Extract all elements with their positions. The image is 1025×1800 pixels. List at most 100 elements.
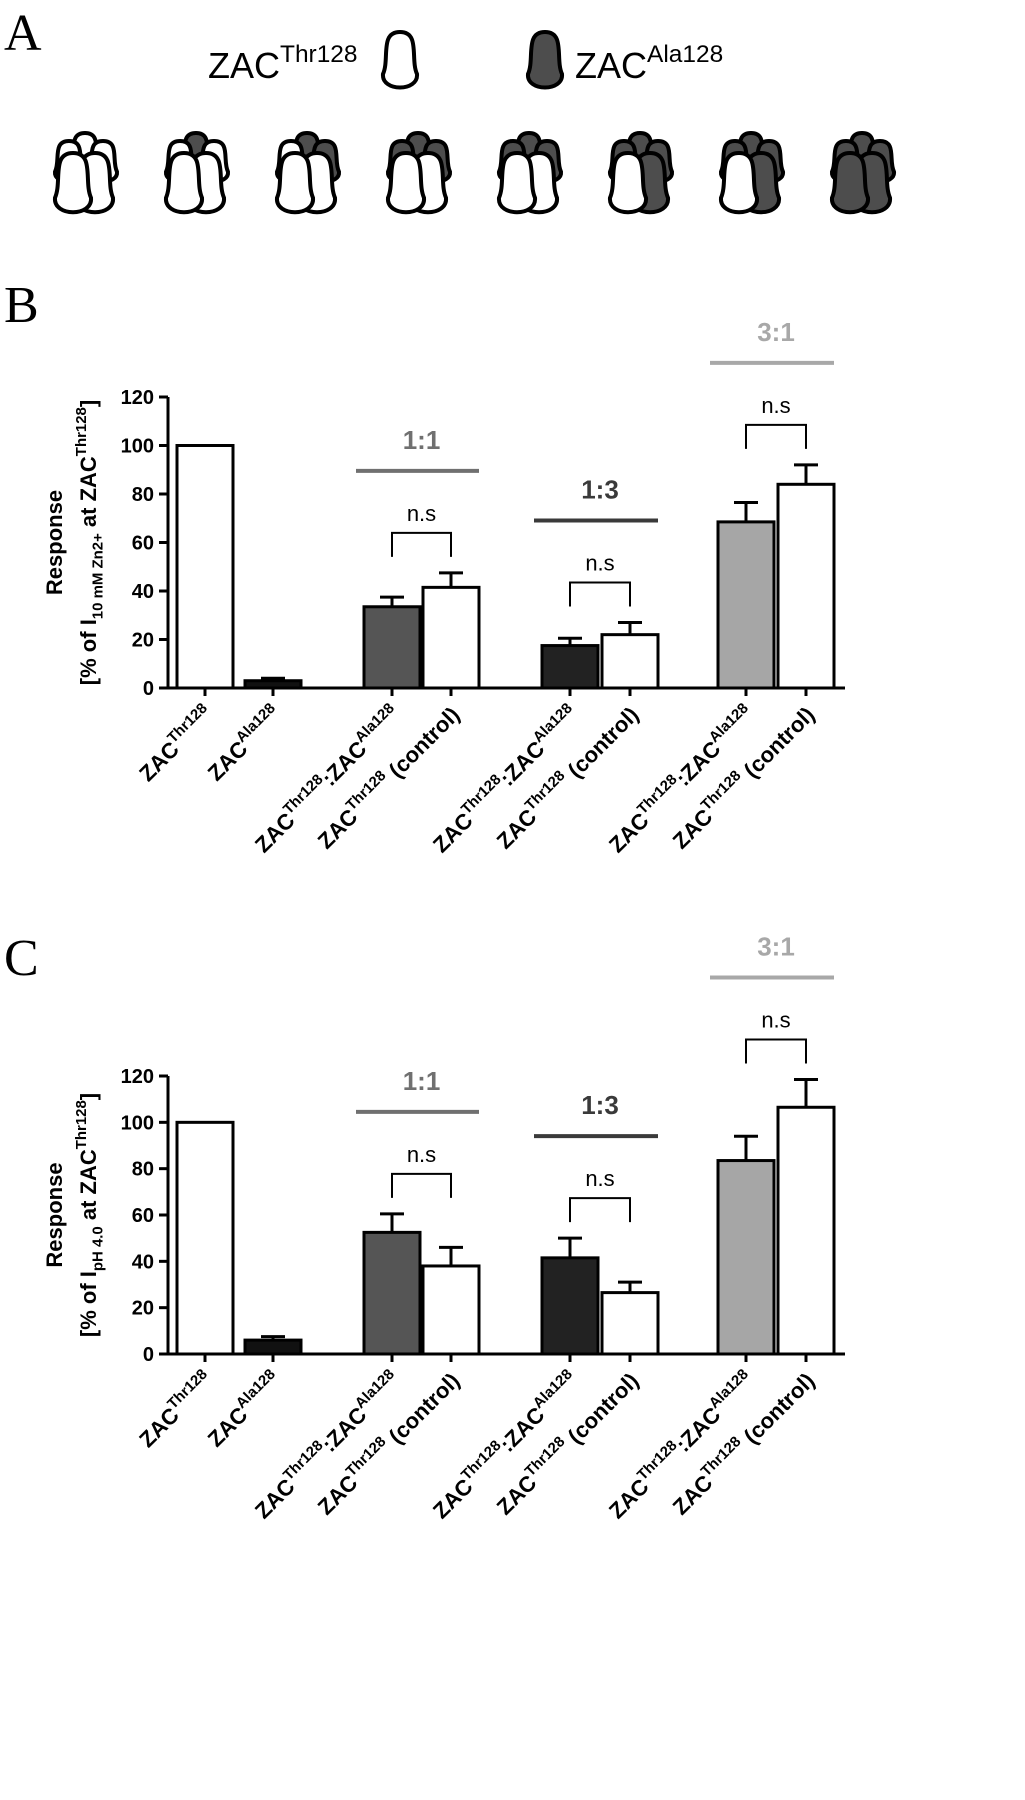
y-tick-label: 120 <box>121 387 154 409</box>
significance-bracket <box>569 1197 631 1223</box>
text-sup: Ala128 <box>352 700 398 746</box>
significance-note: n.s <box>761 1007 790 1032</box>
text-part: [% of I <box>76 1271 101 1337</box>
group-label: 1:3 <box>581 475 619 505</box>
panel-label: A <box>4 5 42 62</box>
subunit <box>164 150 204 215</box>
text-part: [% of I <box>76 619 101 685</box>
error-bar <box>618 1280 642 1293</box>
significance-note: n.s <box>585 1166 614 1191</box>
text-sup: Ala128 <box>233 700 279 746</box>
y-tick-label: 20 <box>132 1298 154 1320</box>
bar <box>175 444 235 690</box>
text-sub: pH 4.0 <box>90 1226 107 1271</box>
bar <box>600 633 660 690</box>
y-tick-label: 0 <box>143 1344 154 1366</box>
group-label: 3:1 <box>757 317 795 347</box>
text-sup: Thr128 <box>634 1437 681 1484</box>
y-tick-label: 120 <box>121 1066 154 1088</box>
pentamer <box>386 130 452 215</box>
y-axis-label: Response <box>42 1162 67 1267</box>
error-bar <box>794 1077 818 1108</box>
bar <box>540 1256 600 1356</box>
text-part: ZAC <box>208 45 280 86</box>
text-part: ] <box>76 1093 101 1100</box>
significance-bracket <box>745 423 807 449</box>
text-sup: Thr128 <box>164 1366 211 1413</box>
pentamer <box>608 130 674 215</box>
x-tick-label: ZACAla128 <box>201 1366 287 1452</box>
text-sup: Thr128 <box>280 1437 327 1484</box>
bar <box>716 520 776 690</box>
error-bar <box>261 1335 285 1341</box>
bar <box>421 585 481 690</box>
significance-note: n.s <box>761 393 790 418</box>
bar <box>421 1264 481 1356</box>
error-bar <box>734 500 758 522</box>
bar <box>776 1105 836 1356</box>
y-tick-label: 60 <box>132 533 154 555</box>
x-tick-label: ZACThr128 <box>132 700 218 786</box>
bar <box>175 1120 235 1356</box>
error-bar <box>558 1236 582 1258</box>
significance-bracket <box>569 581 631 607</box>
subunit <box>53 150 93 215</box>
group-label: 1:1 <box>403 1066 441 1096</box>
group-label: 1:3 <box>581 1090 619 1120</box>
y-axis-label: [% of I10 mM Zn2+ at ZACThr128] <box>73 400 107 685</box>
bar <box>776 482 836 690</box>
error-bar <box>380 1212 404 1233</box>
text-part: Response <box>42 1162 67 1267</box>
error-bar <box>558 636 582 646</box>
text-sup: Ala128 <box>530 700 576 746</box>
pentamer <box>164 130 230 215</box>
text-part: Response <box>42 490 67 595</box>
text-sup: Thr128 <box>73 1100 90 1149</box>
significance-note: n.s <box>585 551 614 576</box>
text-sup: Thr128 <box>73 407 90 456</box>
text-sup: Thr128 <box>280 771 327 818</box>
bar <box>243 1338 303 1356</box>
bar <box>362 1230 422 1356</box>
text-sup: Ala128 <box>706 1366 752 1412</box>
text-sup: Ala128 <box>530 1366 576 1412</box>
text-sub: 10 mM Zn2+ <box>90 533 107 619</box>
error-bar <box>618 621 642 635</box>
text-sup: Ala128 <box>706 700 752 746</box>
significance-note: n.s <box>407 501 436 526</box>
x-tick-label: ZACAla128 <box>201 700 287 786</box>
y-tick-label: 100 <box>121 1112 154 1134</box>
text-sup: Ala128 <box>233 1366 279 1412</box>
error-bar <box>380 595 404 607</box>
significance-bracket <box>391 531 452 557</box>
bar <box>540 644 600 690</box>
y-tick-label: 80 <box>132 1159 154 1181</box>
text-sup: Ala128 <box>647 41 723 68</box>
bar <box>243 679 303 690</box>
y-tick-label: 40 <box>132 1251 154 1273</box>
y-tick-label: 60 <box>132 1205 154 1227</box>
pentamer <box>53 130 119 215</box>
text-sup: Thr128 <box>164 700 211 747</box>
error-bar <box>439 571 463 588</box>
group-label: 3:1 <box>757 931 795 961</box>
subunit <box>719 150 759 215</box>
y-tick-label: 0 <box>143 678 154 700</box>
text-part: ZAC <box>575 45 647 86</box>
y-axis-label: [% of IpH 4.0 at ZACThr128] <box>73 1093 107 1337</box>
subunit <box>526 29 564 90</box>
panel-label: B <box>4 277 39 334</box>
subunit <box>275 150 315 215</box>
text-sup: Thr128 <box>634 771 681 818</box>
pentamer <box>275 130 341 215</box>
text-part: at ZAC <box>76 1149 101 1226</box>
legend-label: ZACAla128 <box>575 41 723 86</box>
text-sup: Thr128 <box>280 41 358 68</box>
y-tick-label: 20 <box>132 630 154 652</box>
x-tick-label: ZACThr128 <box>132 1366 218 1452</box>
error-bar <box>261 676 285 681</box>
panel-label: C <box>4 930 39 987</box>
significance-bracket <box>745 1038 807 1064</box>
error-bar <box>734 1134 758 1161</box>
